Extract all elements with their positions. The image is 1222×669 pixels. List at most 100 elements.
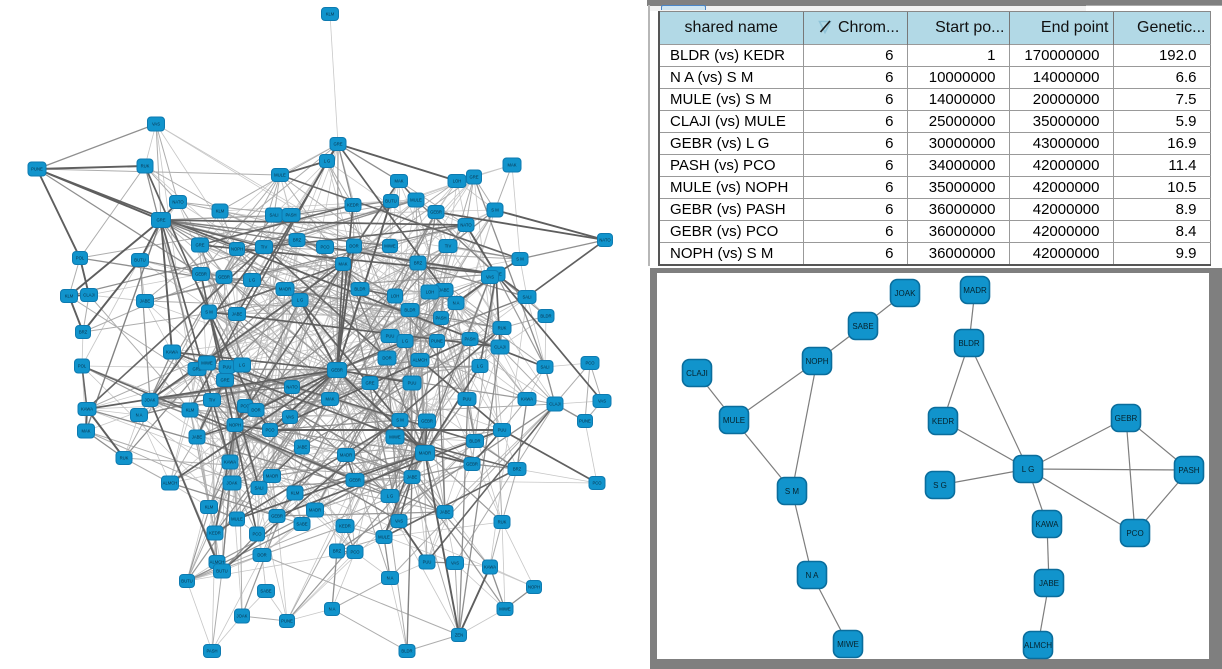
svg-text:PUU: PUU <box>223 365 232 370</box>
svg-text:KLM: KLM <box>216 209 225 214</box>
svg-text:PCO: PCO <box>240 404 250 409</box>
svg-text:KAWA: KAWA <box>521 397 533 402</box>
svg-text:PUNE: PUNE <box>579 419 591 424</box>
svg-text:MAK: MAK <box>394 179 403 184</box>
svg-text:GRE: GRE <box>195 243 204 248</box>
svg-text:KAWA: KAWA <box>166 350 178 355</box>
svg-text:GRE: GRE <box>469 175 478 180</box>
svg-text:JABE: JABE <box>232 312 243 317</box>
svg-text:GEBR: GEBR <box>466 462 478 467</box>
svg-text:MULE: MULE <box>723 416 745 425</box>
svg-text:TIV: TIV <box>445 244 452 249</box>
svg-text:BUTU: BUTU <box>134 258 145 263</box>
svg-text:BUTU: BUTU <box>216 569 227 574</box>
svg-text:MULE: MULE <box>410 198 422 203</box>
svg-text:MIWE: MIWE <box>837 640 859 649</box>
svg-text:NATO: NATO <box>286 385 298 390</box>
svg-text:PUU: PUU <box>386 334 395 339</box>
svg-text:N A: N A <box>453 301 460 306</box>
svg-text:ALMCH: ALMCH <box>210 560 225 565</box>
svg-text:LOH: LOH <box>453 179 462 184</box>
svg-text:ALMCH: ALMCH <box>1024 641 1052 650</box>
svg-text:CLAJI: CLAJI <box>83 293 94 298</box>
svg-text:MADR: MADR <box>266 474 278 479</box>
svg-text:KAWA: KAWA <box>484 565 496 570</box>
svg-text:MADR: MADR <box>419 451 431 456</box>
svg-text:GRE: GRE <box>156 218 165 223</box>
svg-text:GRE: GRE <box>220 378 229 383</box>
svg-text:PCO: PCO <box>1126 529 1143 538</box>
svg-text:MAK: MAK <box>507 163 516 168</box>
svg-text:L G: L G <box>297 298 304 303</box>
svg-text:POL: POL <box>78 364 87 369</box>
svg-text:BRZ: BRZ <box>513 467 522 472</box>
svg-text:JABE: JABE <box>439 288 450 293</box>
svg-text:JABE: JABE <box>440 510 451 515</box>
svg-text:GEBR: GEBR <box>349 478 361 483</box>
svg-text:SALI: SALI <box>522 295 531 300</box>
svg-text:RUK: RUK <box>141 164 150 169</box>
svg-text:L G: L G <box>249 278 256 283</box>
svg-text:NOPH: NOPH <box>528 585 540 590</box>
svg-text:PUNE: PUNE <box>31 167 43 172</box>
svg-text:KLM: KLM <box>326 12 335 17</box>
svg-text:NATO: NATO <box>599 238 611 243</box>
svg-text:PCO: PCO <box>320 245 330 250</box>
svg-text:L G: L G <box>477 364 484 369</box>
svg-text:PASH: PASH <box>435 316 446 321</box>
svg-text:L G: L G <box>324 159 331 164</box>
svg-text:KEDR: KEDR <box>932 417 954 426</box>
svg-text:L G: L G <box>1022 465 1035 474</box>
svg-text:PASH: PASH <box>464 337 475 342</box>
svg-text:CLAJI: CLAJI <box>686 369 708 378</box>
svg-text:KLM: KLM <box>65 294 74 299</box>
svg-text:MADR: MADR <box>963 286 987 295</box>
svg-text:BLDR: BLDR <box>958 339 980 348</box>
svg-text:KEDR: KEDR <box>209 531 221 536</box>
svg-text:DOR: DOR <box>382 356 391 361</box>
svg-text:DOR: DOR <box>251 408 260 413</box>
svg-text:JOAK: JOAK <box>145 398 156 403</box>
svg-text:CLAJI: CLAJI <box>549 402 560 407</box>
svg-text:DOR: DOR <box>349 244 358 249</box>
svg-text:JABE: JABE <box>407 475 418 480</box>
svg-text:S M: S M <box>396 418 404 423</box>
svg-text:NOPH: NOPH <box>805 357 828 366</box>
svg-text:MADR: MADR <box>309 508 321 513</box>
svg-text:PUU: PUU <box>423 560 432 565</box>
svg-text:DOR: DOR <box>257 553 266 558</box>
svg-text:PUU: PUU <box>408 381 417 386</box>
svg-text:JOAK: JOAK <box>227 481 238 486</box>
svg-text:JABE: JABE <box>192 435 203 440</box>
svg-text:N A: N A <box>329 607 336 612</box>
svg-text:BRZ: BRZ <box>293 238 302 243</box>
svg-text:NOPH: NOPH <box>231 247 243 252</box>
svg-text:RUK: RUK <box>498 520 507 525</box>
svg-text:GEBR: GEBR <box>331 368 343 373</box>
svg-text:N A: N A <box>387 576 394 581</box>
svg-text:MAK: MAK <box>338 262 347 267</box>
svg-text:VAS: VAS <box>486 275 494 280</box>
svg-text:PUU: PUU <box>498 428 507 433</box>
svg-text:L G: L G <box>402 339 409 344</box>
svg-text:KEDR: KEDR <box>347 203 359 208</box>
svg-text:JOAK: JOAK <box>895 289 917 298</box>
svg-text:JABE: JABE <box>297 445 308 450</box>
svg-text:MIWE: MIWE <box>389 435 401 440</box>
svg-text:PUNE: PUNE <box>431 339 443 344</box>
svg-text:PUU: PUU <box>463 397 472 402</box>
svg-text:VAS: VAS <box>598 399 606 404</box>
svg-text:ZEN: ZEN <box>455 633 463 638</box>
svg-text:SABE: SABE <box>260 589 271 594</box>
svg-text:BLDR: BLDR <box>540 314 551 319</box>
svg-text:MIWE: MIWE <box>201 361 213 366</box>
svg-text:CLAJI: CLAJI <box>494 345 505 350</box>
svg-text:ALMCH: ALMCH <box>163 481 178 486</box>
svg-text:PUNE: PUNE <box>281 619 293 624</box>
svg-text:MULE: MULE <box>231 517 243 522</box>
svg-text:ALMCH: ALMCH <box>413 358 428 363</box>
svg-text:MIWE: MIWE <box>384 244 396 249</box>
svg-text:KLM: KLM <box>186 408 195 413</box>
svg-text:GEBR: GEBR <box>218 275 230 280</box>
svg-text:S G: S G <box>933 481 947 490</box>
